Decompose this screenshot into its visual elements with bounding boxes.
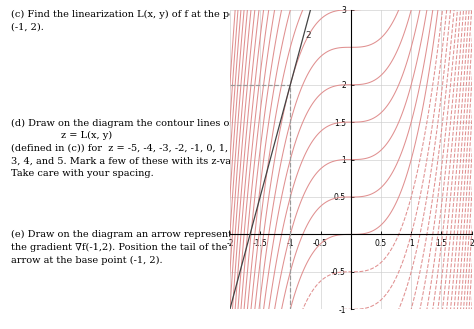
Text: 2: 2 [305,31,311,40]
Text: (c) Find the linearization L(x, y) of f at the point
(-1, 2).: (c) Find the linearization L(x, y) of f … [11,10,249,32]
Text: (d) Draw on the diagram the contour lines of
                z = L(x, y)
(define: (d) Draw on the diagram the contour line… [11,118,250,178]
Text: (e) Draw on the diagram an arrow representing
the gradient ∇f(-1,2). Position th: (e) Draw on the diagram an arrow represe… [11,230,248,265]
